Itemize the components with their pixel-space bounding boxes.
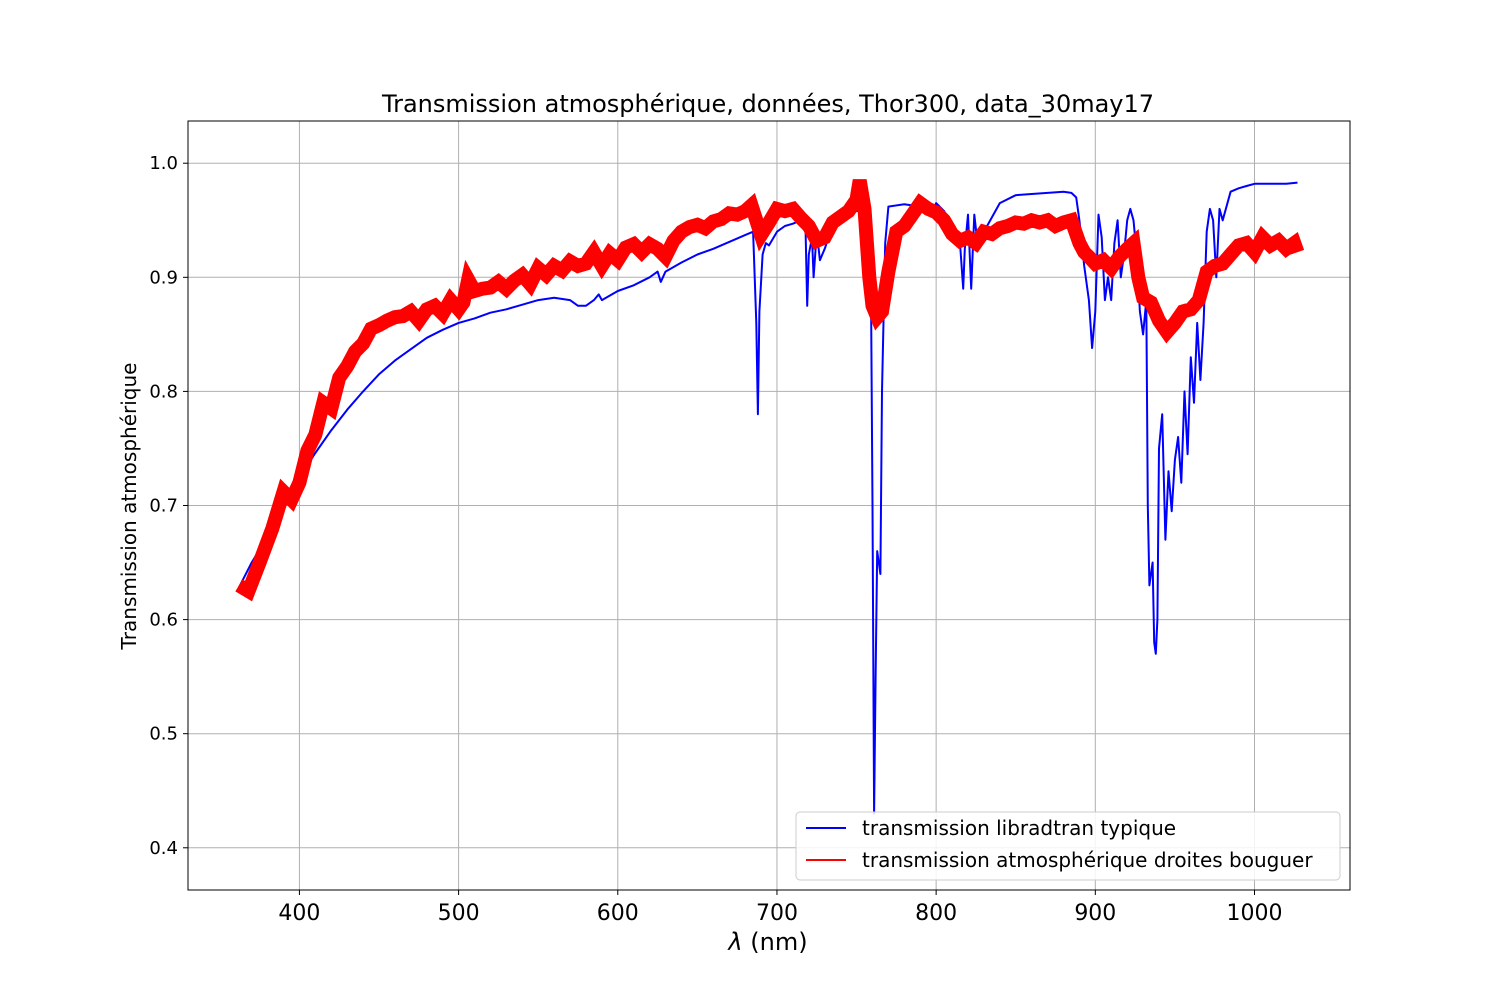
y-tick-label: 0.6 bbox=[149, 610, 178, 631]
y-tick-label: 0.4 bbox=[149, 838, 178, 859]
x-tick-label: 1000 bbox=[1226, 901, 1282, 926]
x-tick-label: 700 bbox=[756, 901, 798, 926]
legend-label-libradtran: transmission libradtran typique bbox=[862, 816, 1176, 840]
x-axis-label-unit: (nm) bbox=[743, 928, 808, 956]
y-axis-label: Transmission atmosphérique bbox=[117, 363, 141, 651]
x-tick-label: 600 bbox=[597, 901, 639, 926]
legend: transmission libradtran typique transmis… bbox=[795, 811, 1341, 881]
y-tick-label: 0.5 bbox=[149, 724, 178, 745]
y-axis: 0.4 0.5 0.6 0.7 0.8 0.9 1.0 bbox=[149, 153, 188, 859]
legend-label-bouguer: transmission atmosphérique droites bougu… bbox=[862, 848, 1313, 872]
x-tick-label: 900 bbox=[1074, 901, 1116, 926]
y-tick-label: 0.9 bbox=[149, 267, 178, 288]
series-bouguer-band bbox=[235, 179, 1305, 602]
y-tick-label: 1.0 bbox=[149, 153, 178, 174]
x-tick-label: 500 bbox=[438, 901, 480, 926]
y-tick-label: 0.8 bbox=[149, 381, 178, 402]
x-axis-label-symbol: λ bbox=[726, 928, 742, 956]
y-tick-label: 0.7 bbox=[149, 496, 178, 517]
x-tick-label: 800 bbox=[915, 901, 957, 926]
chart-title: Transmission atmosphérique, données, Tho… bbox=[381, 90, 1154, 118]
x-axis: 400 500 600 700 800 900 1000 bbox=[278, 890, 1282, 926]
plot-area bbox=[235, 179, 1305, 815]
legend-box bbox=[795, 811, 1341, 881]
x-tick-label: 400 bbox=[278, 901, 320, 926]
x-axis-label: λ (nm) bbox=[726, 928, 807, 956]
